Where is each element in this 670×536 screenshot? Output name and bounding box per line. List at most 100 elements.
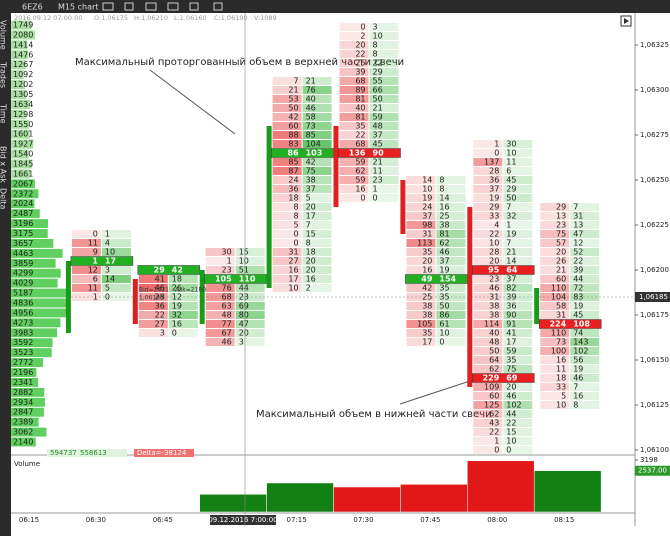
ask-cell <box>503 194 533 202</box>
profile-bar <box>11 159 33 169</box>
candle-body <box>65 261 71 333</box>
ask-cell <box>503 401 533 409</box>
toolbar-icon[interactable] <box>102 2 114 11</box>
bid-cell <box>339 131 369 139</box>
ask-value: 10 <box>439 329 449 338</box>
ask-cell <box>570 347 600 355</box>
ask-value: 10 <box>105 248 115 257</box>
price-tick-label: 1,06225 <box>640 221 669 229</box>
ask-cell <box>570 293 600 301</box>
bid-value: 22 <box>489 428 499 437</box>
ask-cell <box>302 275 332 283</box>
bid-value: 1 <box>227 257 232 266</box>
max-volume-cell <box>538 319 602 329</box>
profile-bar <box>11 308 69 318</box>
ask-value: 16 <box>172 320 182 329</box>
bid-cell <box>473 383 503 391</box>
ask-value: 32 <box>506 212 516 221</box>
ask-value: 0 <box>439 338 444 347</box>
ask-value: 5 <box>306 194 311 203</box>
ask-value: 45 <box>573 311 583 320</box>
bid-cell <box>473 221 503 229</box>
ask-cell <box>302 140 332 148</box>
ask-cell <box>503 149 533 157</box>
ask-value: 22 <box>506 419 516 428</box>
profile-value: 3657 <box>13 239 33 248</box>
bid-cell <box>339 167 369 175</box>
ask-cell <box>369 176 399 184</box>
toolbar-icon[interactable] <box>145 2 157 11</box>
ask-cell <box>302 194 332 202</box>
bid-cell <box>272 212 302 220</box>
toolbar-icon[interactable] <box>167 2 179 11</box>
symbol[interactable]: 6EZ6 <box>22 3 43 12</box>
ask-total: 558613 <box>80 449 107 457</box>
ask-cell <box>503 311 533 319</box>
profile-bar <box>11 189 39 199</box>
profile-bar <box>11 199 35 209</box>
toolbar-icon[interactable] <box>124 2 134 11</box>
bid-cell <box>473 320 503 328</box>
profile-value: 1601 <box>13 130 33 139</box>
ask-value: 18 <box>306 248 316 257</box>
ask-cell <box>235 257 265 265</box>
ask-cell <box>503 239 533 247</box>
ask-cell <box>302 104 332 112</box>
ask-cell <box>570 275 600 283</box>
bid-value: 20 <box>422 257 432 266</box>
bid-value: 16 <box>355 185 365 194</box>
side-tab[interactable]: Time <box>0 103 8 124</box>
ask-cell <box>503 419 533 427</box>
side-tab[interactable]: Trades <box>0 61 8 88</box>
ask-cell <box>369 104 399 112</box>
ask-value: 1 <box>373 185 378 194</box>
ask-cell <box>503 365 533 373</box>
price-tick-label: 1,06300 <box>640 86 669 94</box>
ask-value: 6 <box>506 167 511 176</box>
profile-value: 1749 <box>13 21 33 30</box>
bid-value: 89 <box>355 86 365 95</box>
bid-value: 25 <box>355 59 365 68</box>
bid-cell <box>473 311 503 319</box>
ask-value: 38 <box>306 176 316 185</box>
ask-value: 46 <box>506 392 516 401</box>
bid-cell <box>473 194 503 202</box>
ask-value: 20 <box>306 203 316 212</box>
ask-cell <box>570 401 600 409</box>
ask-cell <box>503 338 533 346</box>
bid-value: 22 <box>155 311 165 320</box>
ask-value: 103 <box>306 149 323 158</box>
crosshair-tooltip: Ask=2180 <box>175 287 206 294</box>
bid-value: 137 <box>484 158 499 167</box>
timeframe[interactable]: M15 chart <box>58 3 98 12</box>
profile-bar <box>11 109 27 119</box>
ask-cell <box>302 86 332 94</box>
bid-value: 14 <box>422 176 432 185</box>
profile-bar <box>11 437 36 447</box>
ask-cell <box>436 257 466 265</box>
crosshair-tooltip: Bid=2411 <box>139 287 169 294</box>
profile-bar <box>11 129 30 139</box>
bid-value: 98 <box>422 221 432 230</box>
profile-bar <box>11 169 31 179</box>
profile-bar <box>11 427 47 437</box>
side-tab[interactable]: Delta <box>0 188 8 209</box>
profile-value: 1298 <box>13 110 33 119</box>
bid-value: 16 <box>288 266 298 275</box>
side-tab[interactable]: Bid x Ask <box>0 146 8 183</box>
bid-cell <box>540 248 570 256</box>
side-tab[interactable]: Volume <box>0 20 8 50</box>
ask-cell <box>570 221 600 229</box>
bid-value: 73 <box>556 338 566 347</box>
profile-value: 2080 <box>13 30 33 39</box>
profile-value: 1845 <box>13 160 33 169</box>
bid-value: 20 <box>556 248 566 257</box>
bid-value: 40 <box>355 104 365 113</box>
ask-value: 110 <box>239 275 256 284</box>
bid-value: 125 <box>484 401 499 410</box>
toolbar-icon[interactable] <box>213 2 223 11</box>
profile-value: 1305 <box>13 90 33 99</box>
bid-value: 224 <box>549 320 566 329</box>
toolbar-icon[interactable] <box>189 2 199 11</box>
bid-cell <box>272 203 302 211</box>
